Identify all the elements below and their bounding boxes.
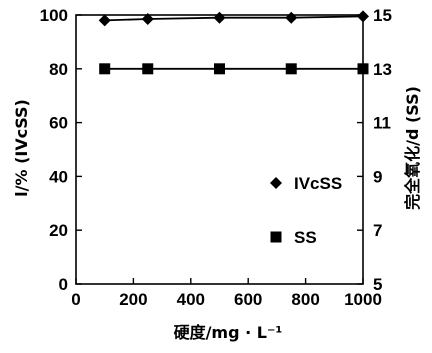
left-y-tick-label: 40 <box>49 167 68 186</box>
x-tick-label: 400 <box>177 290 205 309</box>
data-point-ivcss <box>213 11 226 24</box>
x-tick-label: 200 <box>119 290 147 309</box>
legend-marker-ss <box>270 231 282 243</box>
left-y-tick-label: 0 <box>59 275 68 294</box>
left-y-axis-title: l/% (IVcSS) <box>12 99 31 197</box>
data-point-ss <box>357 63 369 75</box>
x-tick-label: 600 <box>234 290 262 309</box>
data-point-ss <box>142 63 154 75</box>
legend-label-ss: SS <box>294 228 317 247</box>
legend: IVcSS SS <box>270 174 342 247</box>
right-y-tick-label: 7 <box>373 221 382 240</box>
plot-area-border <box>75 14 364 285</box>
data-point-ivcss <box>98 14 111 27</box>
data-point-ss <box>214 63 225 75</box>
right-y-tick-label: 5 <box>373 275 382 294</box>
left-y-tick-label: 20 <box>49 221 68 240</box>
right-y-axis-title: 完全氧化/d (SS) <box>403 86 422 210</box>
legend-marker-ivcss <box>270 177 282 189</box>
left-y-tick-label: 80 <box>49 60 68 79</box>
legend-label-ivcss: IVcSS <box>294 174 342 193</box>
right-y-tick-label: 11 <box>373 114 391 133</box>
x-tick-label: 800 <box>291 290 319 309</box>
x-tick-label: 0 <box>71 290 80 309</box>
data-point-ss <box>99 63 111 75</box>
data-point-ss <box>285 63 297 75</box>
data-point-ivcss <box>141 13 154 26</box>
right-y-tick-label: 13 <box>373 60 392 79</box>
data-point-ivcss <box>285 11 298 24</box>
x-tick-label: 1000 <box>344 290 382 309</box>
left-y-tick-label: 60 <box>49 114 68 133</box>
data-point-ivcss <box>357 10 369 23</box>
right-y-tick-label: 9 <box>373 167 382 186</box>
tick-layer: 0 200 400 600 800 1000 0 20 40 60 80 100 5 7 9 11 13 15 <box>40 6 392 309</box>
series-layer <box>98 10 369 75</box>
plot-frame-layer <box>75 14 364 285</box>
x-axis-title: 硬度/mg · L⁻¹ <box>174 323 283 342</box>
right-y-tick-label: 15 <box>373 6 392 25</box>
left-y-tick-label: 100 <box>40 6 68 25</box>
